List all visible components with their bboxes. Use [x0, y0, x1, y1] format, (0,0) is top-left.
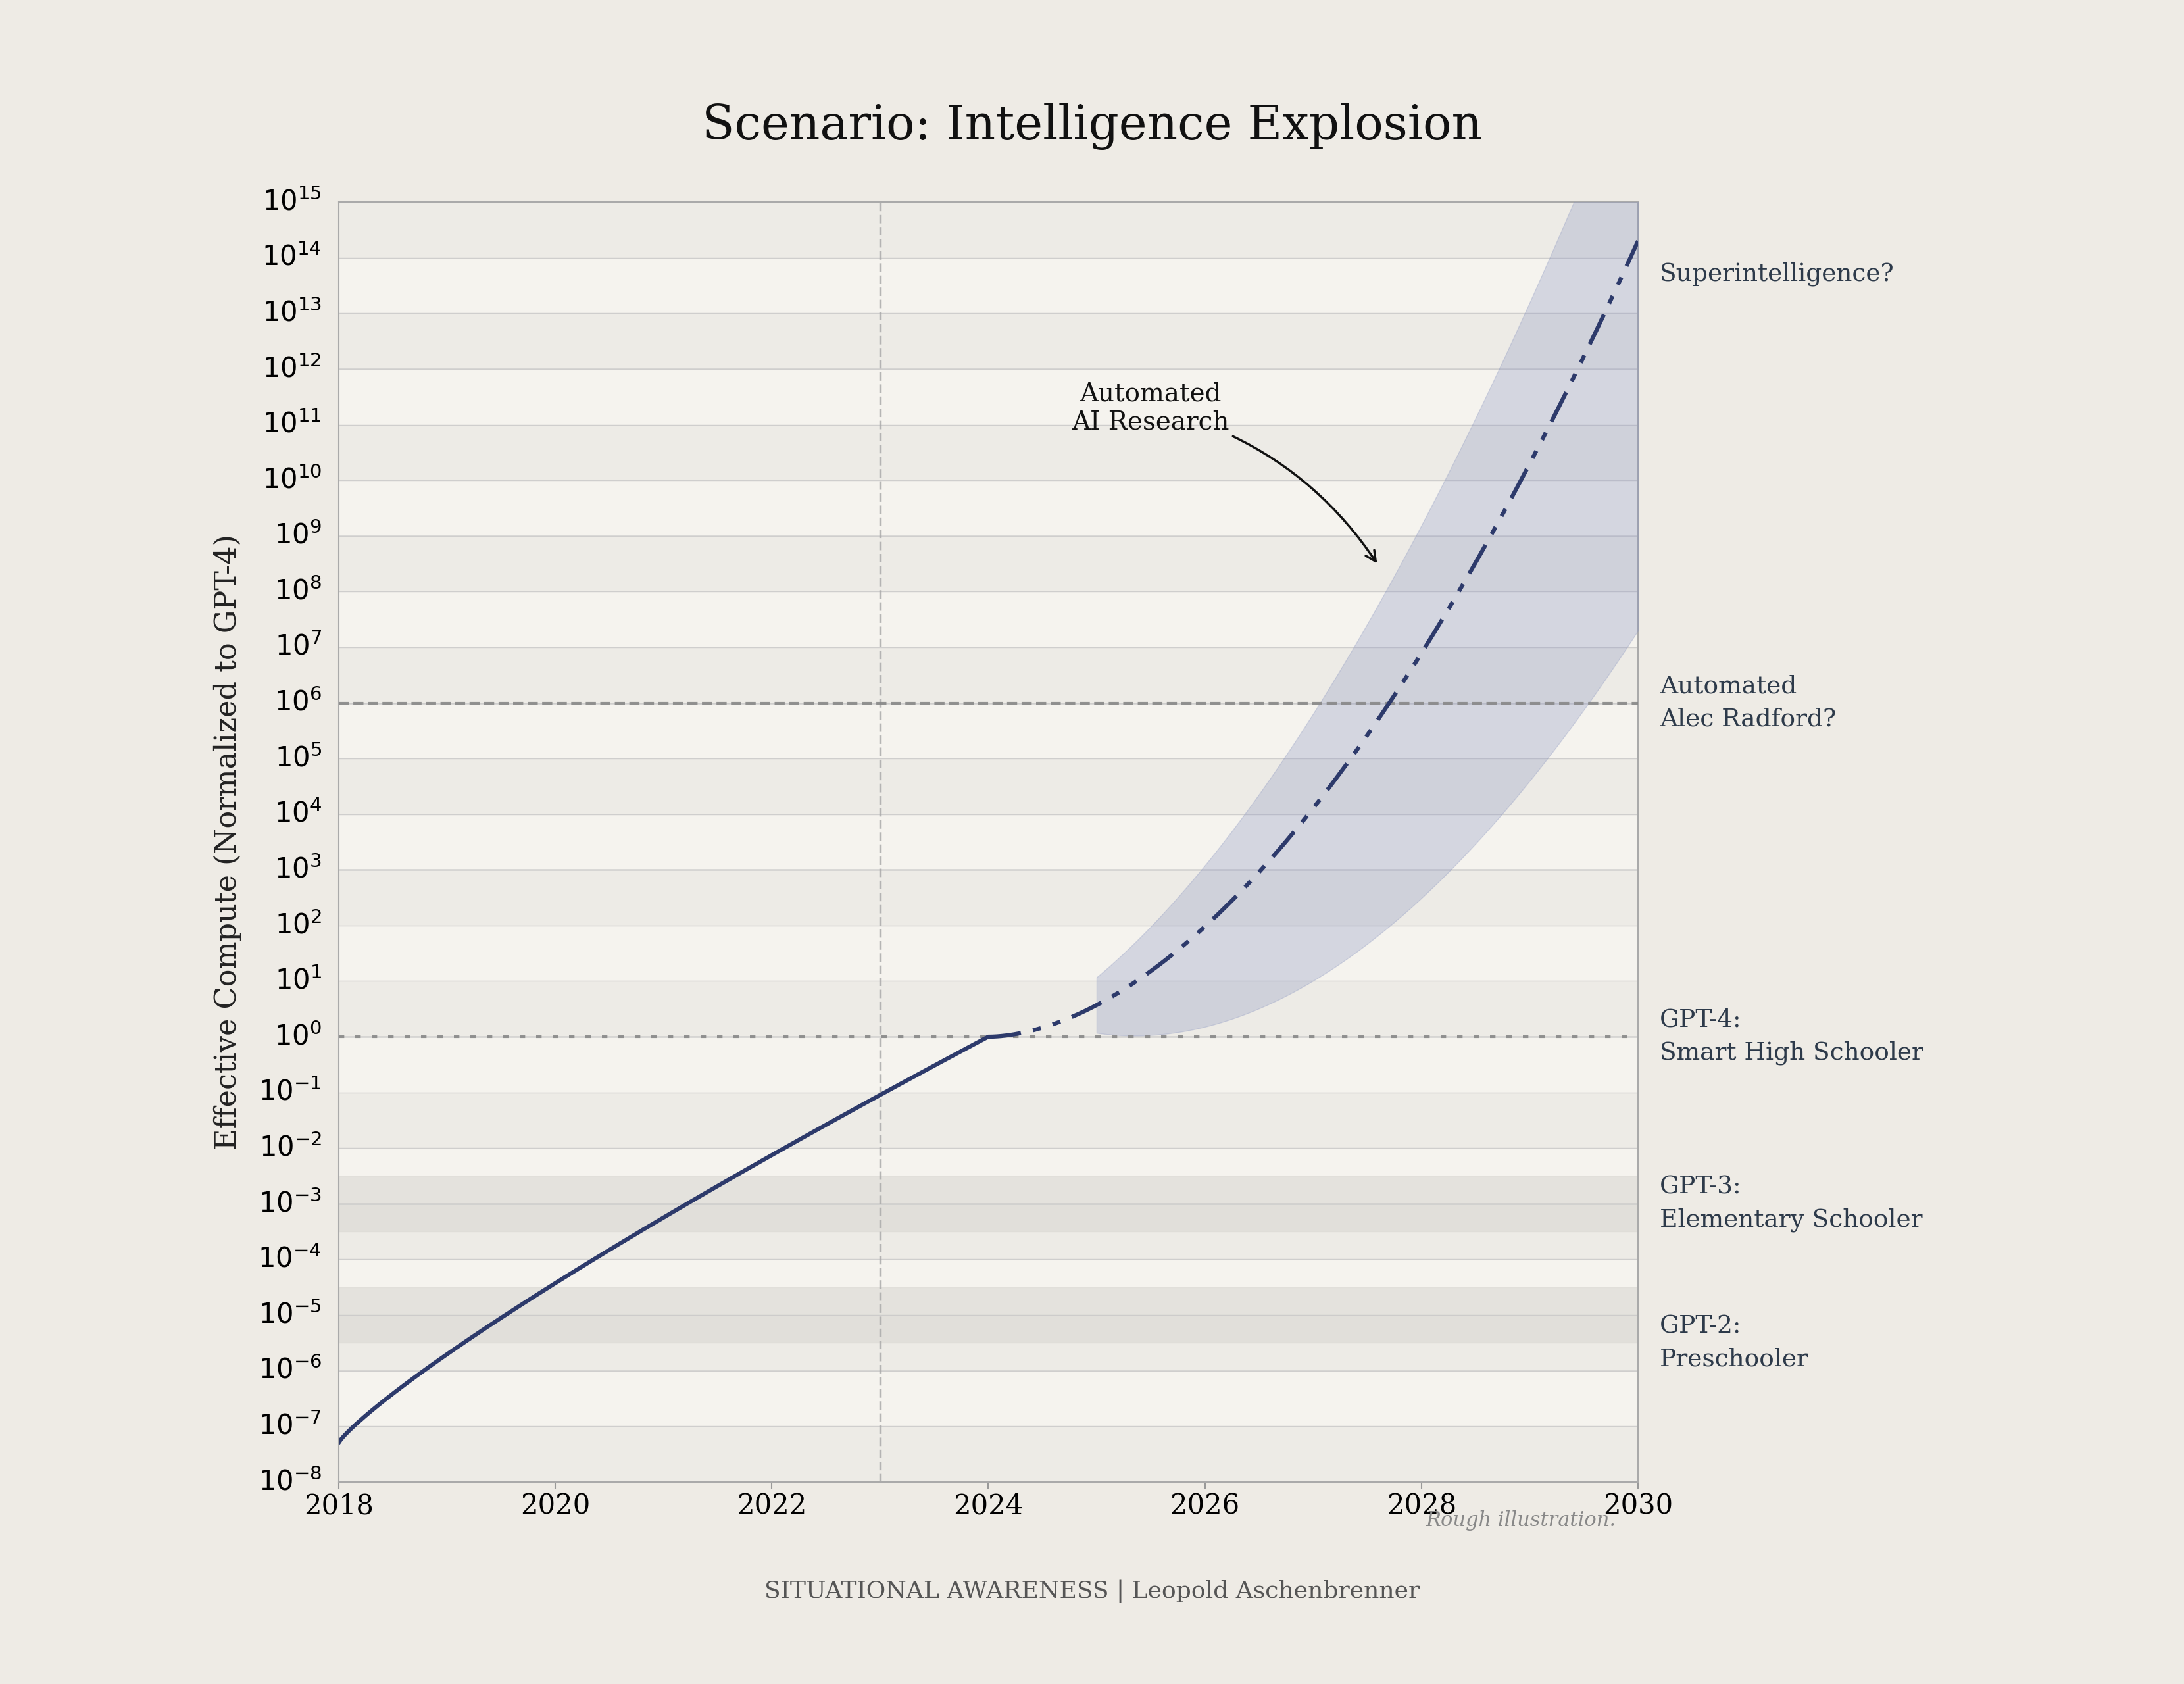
Text: $10^{0}$: $10^{0}$	[275, 1022, 321, 1051]
Text: $10^{-4}$: $10^{-4}$	[258, 1246, 321, 1273]
Text: $10^{-2}$: $10^{-2}$	[260, 1133, 321, 1162]
Text: $10^{10}$: $10^{10}$	[262, 466, 321, 495]
Bar	[339, 1287, 1638, 1342]
Text: $10^{3}$: $10^{3}$	[275, 855, 321, 884]
Text: GPT-3:
Elementary Schooler: GPT-3: Elementary Schooler	[1660, 1175, 1922, 1233]
Text: $10^{13}$: $10^{13}$	[262, 300, 321, 327]
Text: SITUATIONAL AWARENESS | Leopold Aschenbrenner: SITUATIONAL AWARENESS | Leopold Aschenbr…	[764, 1580, 1420, 1603]
Bar	[339, 647, 1638, 702]
Text: $10^{-8}$: $10^{-8}$	[258, 1468, 321, 1495]
Text: $10^{14}$: $10^{14}$	[262, 244, 321, 271]
Text: $10^{-3}$: $10^{-3}$	[258, 1189, 321, 1218]
Text: $10^{7}$: $10^{7}$	[275, 633, 321, 662]
Text: Rough illustration.: Rough illustration.	[1426, 1511, 1616, 1531]
Bar	[339, 424, 1638, 480]
Bar	[339, 536, 1638, 591]
Bar	[339, 1204, 1638, 1260]
Bar	[339, 758, 1638, 813]
Text: Scenario: Intelligence Explosion: Scenario: Intelligence Explosion	[701, 103, 1483, 150]
Text: Effective Compute (Normalized to GPT-4): Effective Compute (Normalized to GPT-4)	[214, 534, 242, 1150]
Bar	[339, 982, 1638, 1037]
Text: $10^{-7}$: $10^{-7}$	[258, 1413, 321, 1440]
Bar	[339, 202, 1638, 258]
Text: $10^{9}$: $10^{9}$	[275, 522, 321, 551]
Text: $10^{4}$: $10^{4}$	[275, 800, 321, 829]
Text: Superintelligence?: Superintelligence?	[1660, 263, 1894, 286]
Text: $10^{-5}$: $10^{-5}$	[258, 1302, 321, 1329]
Text: $10^{-6}$: $10^{-6}$	[258, 1357, 321, 1384]
Bar	[339, 871, 1638, 926]
Text: $10^{2}$: $10^{2}$	[275, 911, 321, 940]
Text: Automated
Alec Radford?: Automated Alec Radford?	[1660, 675, 1837, 731]
Text: GPT-4:
Smart High Schooler: GPT-4: Smart High Schooler	[1660, 1009, 1924, 1066]
Text: $10^{8}$: $10^{8}$	[275, 578, 321, 606]
Text: $10^{6}$: $10^{6}$	[275, 689, 321, 717]
Bar	[339, 313, 1638, 369]
Bar	[339, 1426, 1638, 1482]
Bar	[339, 1175, 1638, 1231]
Text: $10^{12}$: $10^{12}$	[262, 355, 321, 382]
Text: $10^{1}$: $10^{1}$	[275, 967, 321, 995]
Bar	[339, 1093, 1638, 1148]
Text: $10^{-1}$: $10^{-1}$	[258, 1078, 321, 1106]
Text: $10^{5}$: $10^{5}$	[275, 744, 321, 773]
Text: Automated
AI Research: Automated AI Research	[1072, 382, 1376, 561]
Text: $10^{11}$: $10^{11}$	[262, 411, 321, 438]
Text: $10^{15}$: $10^{15}$	[262, 189, 321, 216]
Text: GPT-2:
Preschooler: GPT-2: Preschooler	[1660, 1315, 1808, 1371]
Bar	[339, 1315, 1638, 1371]
